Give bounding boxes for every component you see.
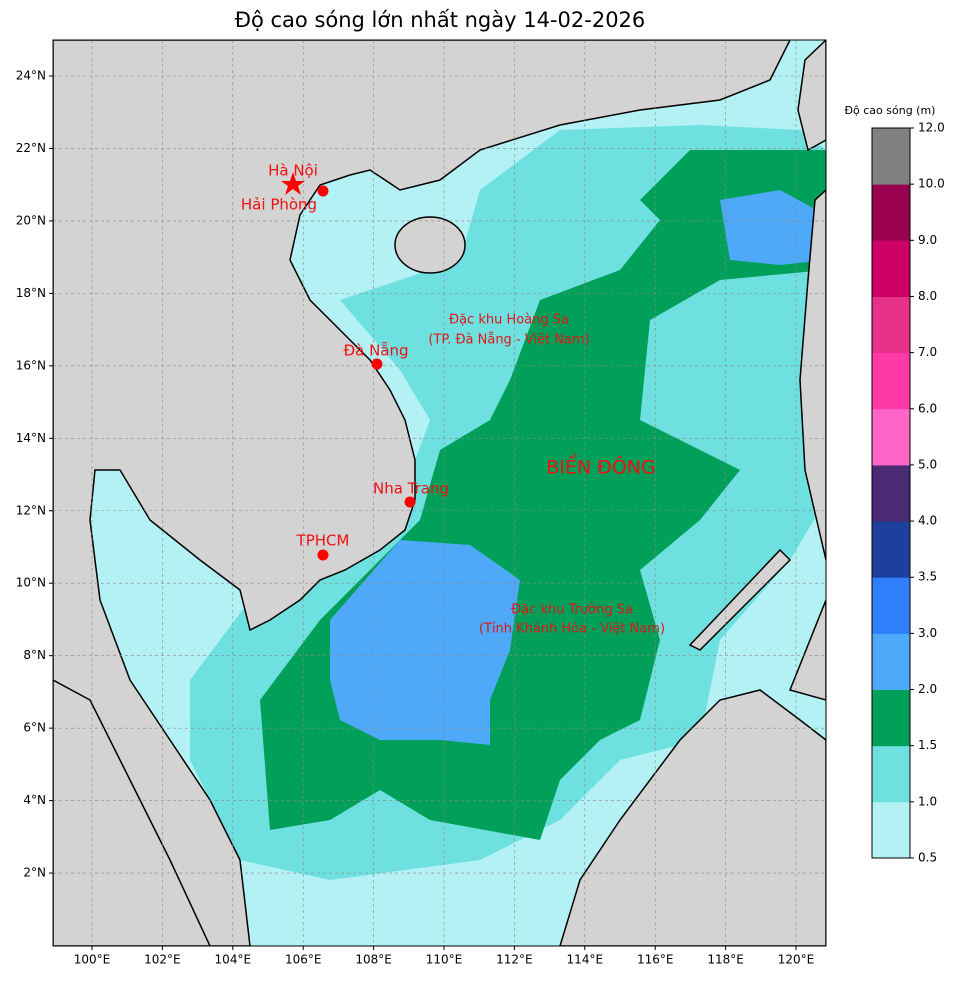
colorbar-tick-label: 12.0	[918, 121, 945, 135]
colorbar-segment	[872, 352, 910, 410]
cities	[281, 172, 416, 561]
colorbar-tick-label: 1.5	[918, 738, 937, 752]
x-tick-label: 112°E	[496, 953, 533, 967]
wave-band-max	[720, 190, 826, 265]
capital-marker	[281, 172, 305, 195]
x-tick-label: 120°E	[778, 953, 815, 967]
x-tick-label: 104°E	[215, 953, 252, 967]
wave-band-max	[330, 540, 520, 745]
grid	[53, 40, 826, 946]
colorbar-tick-label: 0.5	[918, 851, 937, 865]
colorbar-segment	[872, 801, 910, 859]
x-tick-label: 114°E	[567, 953, 604, 967]
colorbar-tick-label: 5.0	[918, 457, 937, 471]
x-tick-label: 108°E	[355, 953, 392, 967]
y-tick-label: 12°N	[16, 503, 46, 517]
land	[53, 40, 826, 946]
city-marker	[404, 496, 416, 508]
place-label: (Tỉnh Khánh Hòa - Việt Nam)	[479, 622, 665, 637]
x-tick-label: 116°E	[637, 953, 674, 967]
city-marker	[317, 549, 329, 561]
colorbar-tick-label: 3.5	[918, 570, 937, 584]
colorbar-tick-label: 9.0	[918, 233, 937, 247]
y-tick-label: 22°N	[16, 141, 46, 155]
title: Độ cao sóng lớn nhất ngày 14-02-2026	[235, 8, 646, 32]
y-tick-label: 6°N	[23, 721, 46, 735]
colorbar-segment	[872, 296, 910, 354]
y-tick-label: 24°N	[16, 69, 46, 83]
map-area	[53, 40, 826, 946]
map-frame	[52, 39, 827, 947]
place-label: Hà Nội	[268, 162, 318, 180]
x-tick-label: 110°E	[426, 953, 463, 967]
colorbar-segment	[872, 745, 910, 803]
place-label: Đặc khu Hoàng Sa	[449, 313, 569, 328]
place-label: (TP. Đà Nẵng - Việt Nam)	[428, 333, 589, 348]
colorbar-segment	[872, 521, 910, 578]
colorbar-segment	[872, 408, 910, 466]
colorbar-tick-label: 3.0	[918, 626, 937, 640]
place-label: Đà Nẵng	[343, 342, 408, 360]
y-tick-label: 18°N	[16, 286, 46, 300]
city-marker	[317, 185, 329, 197]
y-tick-label: 4°N	[23, 793, 46, 807]
y-tick-label: 10°N	[16, 576, 46, 590]
colorbar-segment	[872, 240, 910, 297]
place-label: Nha Trang	[373, 480, 449, 498]
city-marker	[371, 358, 383, 370]
colorbar: 0.5 1.0 1.5 2.0 3.0 3.5 4.0 5.0 6.0 7.0 8.0 9.0 10.0…	[871, 121, 945, 865]
place-label: TPHCM	[296, 532, 350, 550]
colorbar-tick-label: 7.0	[918, 345, 937, 359]
place-label: Đặc khu Trường Sa	[511, 603, 633, 618]
axes: 100°E 102°E 104°E 106°E 108°E 110°E 112°E 114°E…	[16, 69, 815, 967]
colorbar-tick-label: 6.0	[918, 401, 937, 415]
colorbar-segment	[872, 633, 910, 691]
place-label: Hải Phòng	[241, 196, 317, 214]
colorbar-segment	[872, 689, 910, 747]
y-tick-label: 2°N	[23, 866, 46, 880]
colorbar-segment	[872, 184, 910, 241]
y-tick-label: 8°N	[23, 648, 46, 662]
y-tick-label: 16°N	[16, 358, 46, 372]
colorbar-segment	[872, 577, 910, 634]
x-tick-label: 118°E	[707, 953, 744, 967]
x-tick-label: 102°E	[144, 953, 181, 967]
colorbar-label: Độ cao sóng (m)	[845, 104, 936, 117]
colorbar-tick-label: 8.0	[918, 289, 937, 303]
place-label: BIỂN ĐÔNG	[546, 453, 656, 479]
colorbar-tick-label: 10.0	[918, 177, 945, 191]
colorbar-segment	[872, 128, 910, 185]
colorbar-frame	[871, 127, 911, 859]
colorbar-tick-label: 2.0	[918, 682, 937, 696]
colorbar-tick-label: 4.0	[918, 514, 937, 528]
x-tick-label: 106°E	[285, 953, 322, 967]
colorbar-tick-label: 1.0	[918, 794, 937, 808]
x-tick-label: 100°E	[74, 953, 111, 967]
y-tick-label: 14°N	[16, 431, 46, 445]
y-tick-label: 20°N	[16, 213, 46, 227]
colorbar-segment	[872, 464, 910, 522]
